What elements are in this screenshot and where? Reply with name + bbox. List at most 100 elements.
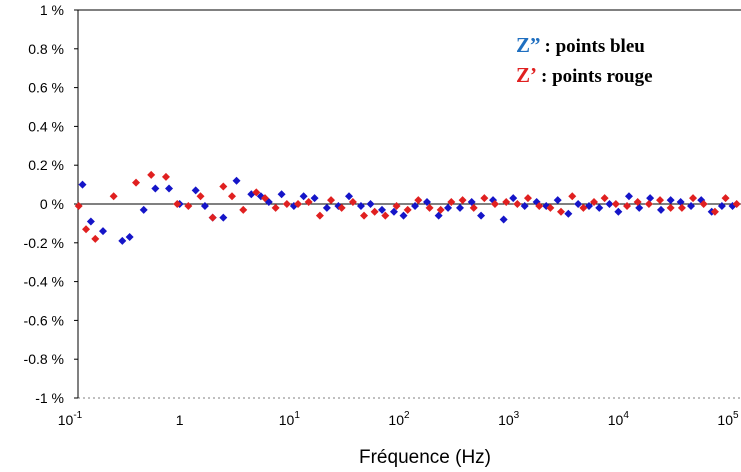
blue-data-point — [657, 205, 666, 214]
y-tick-label: -0.4 % — [24, 274, 64, 290]
x-tick-label: 103 — [498, 410, 520, 428]
red-data-point — [196, 192, 205, 201]
red-data-point — [91, 234, 100, 243]
x-tick-base: 10 — [717, 412, 733, 428]
blue-data-point — [444, 203, 453, 212]
red-data-point — [556, 207, 565, 216]
legend-label-red: : points rouge — [541, 66, 653, 87]
red-data-point — [623, 201, 632, 210]
blue-data-point — [399, 211, 408, 220]
red-data-point — [579, 203, 588, 212]
x-tick-base: 10 — [279, 412, 295, 428]
data-points — [74, 170, 741, 245]
red-data-point — [436, 205, 445, 214]
blue-data-point — [151, 184, 160, 193]
red-data-point — [327, 196, 336, 205]
red-data-point — [689, 194, 698, 203]
red-data-point — [392, 201, 401, 210]
y-tick-label: 0.4 % — [28, 118, 64, 134]
blue-data-point — [356, 201, 365, 210]
blue-data-point — [553, 196, 562, 205]
legend-label-blue: : points bleu — [545, 36, 646, 57]
red-data-point — [208, 213, 217, 222]
legend: Z” : points bleu Z’ : points rouge — [516, 33, 653, 87]
blue-data-point — [456, 203, 465, 212]
x-tick-label: 101 — [279, 410, 301, 428]
x-tick-exponent: -1 — [73, 410, 82, 421]
legend-symbol-red: Z’ — [516, 63, 537, 87]
blue-data-point — [574, 200, 583, 208]
y-axis-ticks: 1 % 0.8 % 0.6 % 0.4 % 0.2 % 0 % -0.2 % -0.4 % -0… — [24, 2, 78, 406]
red-data-point — [82, 225, 91, 234]
blue-data-point — [277, 190, 286, 199]
blue-data-point — [389, 207, 398, 216]
red-data-point — [414, 196, 423, 205]
red-data-point — [546, 203, 555, 212]
red-data-point — [184, 201, 193, 210]
blue-data-point — [614, 207, 623, 216]
x-tick-label: 1 — [176, 412, 184, 428]
red-data-point — [611, 200, 620, 208]
red-data-point — [535, 201, 544, 210]
blue-data-point — [646, 194, 655, 203]
legend-item-red: Z’ : points rouge — [516, 63, 653, 87]
red-data-point — [656, 196, 665, 205]
red-data-point — [304, 198, 313, 207]
red-data-point — [227, 192, 236, 201]
red-data-point — [590, 198, 599, 207]
blue-data-point — [499, 215, 508, 224]
red-data-point — [147, 170, 156, 179]
legend-symbol-blue: Z” — [516, 33, 541, 57]
red-data-point — [502, 198, 511, 207]
blue-data-point — [635, 203, 644, 212]
x-tick-exponent: 2 — [404, 410, 410, 421]
red-data-point — [721, 194, 730, 203]
red-data-point — [458, 196, 467, 205]
blue-data-point — [605, 200, 614, 208]
blue-data-point — [676, 198, 685, 207]
red-data-point — [261, 194, 270, 203]
red-data-point — [732, 200, 741, 208]
y-tick-label: -0.8 % — [24, 351, 64, 367]
blue-data-point — [78, 180, 87, 189]
red-data-point — [109, 192, 118, 201]
red-data-point — [132, 178, 141, 187]
x-tick-base: 10 — [58, 412, 74, 428]
blue-data-point — [378, 205, 387, 214]
red-data-point — [294, 200, 303, 208]
x-tick-label: 102 — [388, 410, 410, 428]
x-tick-exponent: 4 — [623, 410, 629, 421]
blue-data-point — [477, 211, 486, 220]
blue-data-point — [125, 232, 134, 241]
y-tick-label: 0.8 % — [28, 41, 64, 57]
x-tick-base: 10 — [498, 412, 514, 428]
blue-data-point — [322, 203, 331, 212]
red-data-point — [633, 198, 642, 207]
blue-data-point — [118, 236, 127, 245]
red-data-point — [447, 198, 456, 207]
x-tick-base: 10 — [388, 412, 404, 428]
red-data-point — [74, 201, 83, 210]
x-tick-label: 10-1 — [58, 410, 83, 428]
blue-data-point — [411, 201, 420, 210]
y-tick-label: 0 % — [40, 196, 64, 212]
red-data-point — [360, 211, 369, 220]
blue-data-point — [232, 176, 241, 185]
red-data-point — [568, 192, 577, 201]
red-data-point — [699, 200, 708, 208]
blue-data-point — [165, 184, 174, 193]
blue-data-point — [86, 217, 95, 226]
red-data-point — [348, 198, 357, 207]
red-data-point — [666, 203, 675, 212]
y-tick-label: 0.2 % — [28, 157, 64, 173]
x-tick-exponent: 1 — [294, 410, 300, 421]
blue-data-point — [509, 194, 518, 203]
x-tick-base: 1 — [176, 412, 184, 428]
red-data-point — [513, 200, 522, 208]
red-data-point — [490, 200, 499, 208]
x-tick-base: 10 — [608, 412, 624, 428]
red-data-point — [219, 182, 228, 191]
red-data-point — [271, 203, 280, 212]
red-data-point — [161, 172, 170, 181]
